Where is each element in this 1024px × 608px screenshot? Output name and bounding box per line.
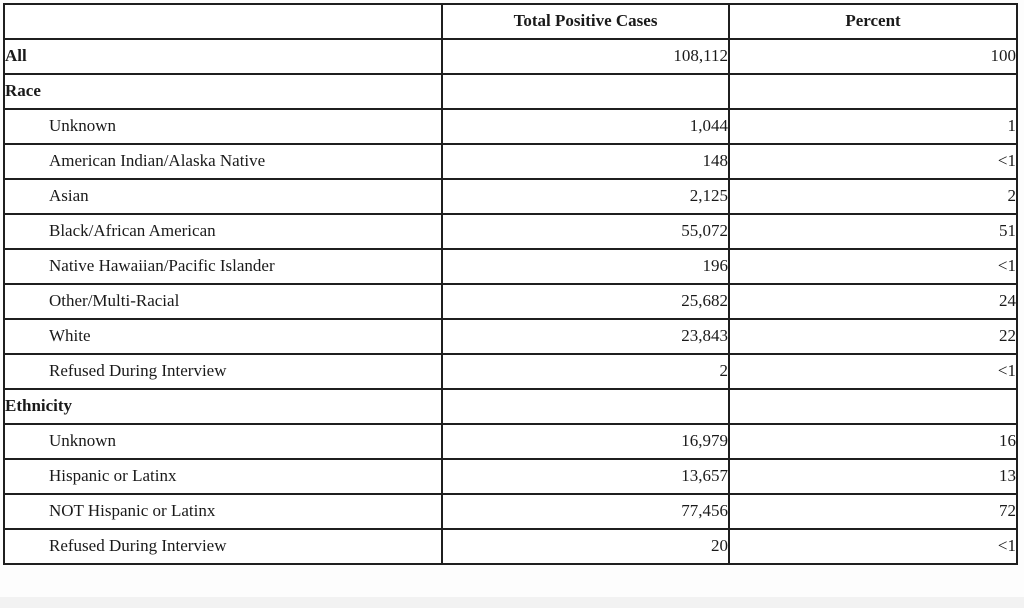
row-total-positive-cases: 55,072 xyxy=(441,213,730,250)
table-row: Other/Multi-Racial 25,682 24 xyxy=(3,283,1018,320)
row-total-positive-cases: 77,456 xyxy=(441,493,730,530)
table-row: Hispanic or Latinx 13,657 13 xyxy=(3,458,1018,495)
page-edge-strip xyxy=(0,597,1024,608)
row-percent: 2 xyxy=(728,178,1018,215)
table-row: Race xyxy=(3,73,1018,110)
row-percent xyxy=(728,73,1018,110)
row-percent xyxy=(728,388,1018,425)
row-label: Unknown xyxy=(3,108,443,145)
row-percent: <1 xyxy=(728,248,1018,285)
row-label: Other/Multi-Racial xyxy=(3,283,443,320)
row-percent: 13 xyxy=(728,458,1018,495)
row-label: NOT Hispanic or Latinx xyxy=(3,493,443,530)
table-row: Ethnicity xyxy=(3,388,1018,425)
row-percent: 100 xyxy=(728,38,1018,75)
row-total-positive-cases: 16,979 xyxy=(441,423,730,460)
column-header-percent: Percent xyxy=(728,3,1018,40)
table-row: Asian 2,125 2 xyxy=(3,178,1018,215)
table-row: Black/African American 55,072 51 xyxy=(3,213,1018,250)
row-total-positive-cases: 108,112 xyxy=(441,38,730,75)
row-percent: <1 xyxy=(728,528,1018,565)
row-total-positive-cases: 2 xyxy=(441,353,730,390)
row-percent: <1 xyxy=(728,353,1018,390)
table-row: Unknown 1,044 1 xyxy=(3,108,1018,145)
row-percent: 16 xyxy=(728,423,1018,460)
row-percent: 22 xyxy=(728,318,1018,355)
column-header-category xyxy=(3,3,443,40)
row-label: Asian xyxy=(3,178,443,215)
row-percent: 1 xyxy=(728,108,1018,145)
row-total-positive-cases: 148 xyxy=(441,143,730,180)
table-row: Refused During Interview 2 <1 xyxy=(3,353,1018,390)
table-row: Refused During Interview 20 <1 xyxy=(3,528,1018,565)
row-total-positive-cases xyxy=(441,388,730,425)
row-label: Black/African American xyxy=(3,213,443,250)
row-percent: 24 xyxy=(728,283,1018,320)
row-label: White xyxy=(3,318,443,355)
row-label: Refused During Interview xyxy=(3,528,443,565)
row-percent: 72 xyxy=(728,493,1018,530)
row-label: Hispanic or Latinx xyxy=(3,458,443,495)
table-body: All 108,112 100 Race Unknown 1,044 1 American I… xyxy=(3,38,1018,565)
row-total-positive-cases: 1,044 xyxy=(441,108,730,145)
row-label: Unknown xyxy=(3,423,443,460)
table-row: Native Hawaiian/Pacific Islander 196 <1 xyxy=(3,248,1018,285)
row-total-positive-cases: 13,657 xyxy=(441,458,730,495)
table-row: American Indian/Alaska Native 148 <1 xyxy=(3,143,1018,180)
row-label: All xyxy=(3,38,443,75)
row-total-positive-cases: 25,682 xyxy=(441,283,730,320)
row-total-positive-cases: 196 xyxy=(441,248,730,285)
row-total-positive-cases: 20 xyxy=(441,528,730,565)
table-row: White 23,843 22 xyxy=(3,318,1018,355)
row-total-positive-cases: 2,125 xyxy=(441,178,730,215)
row-label: Race xyxy=(3,73,443,110)
row-label: Ethnicity xyxy=(3,388,443,425)
row-percent: <1 xyxy=(728,143,1018,180)
table-row: All 108,112 100 xyxy=(3,38,1018,75)
row-label: Native Hawaiian/Pacific Islander xyxy=(3,248,443,285)
column-header-total-positive-cases: Total Positive Cases xyxy=(441,3,730,40)
row-total-positive-cases: 23,843 xyxy=(441,318,730,355)
row-label: Refused During Interview xyxy=(3,353,443,390)
table-row: Unknown 16,979 16 xyxy=(3,423,1018,460)
positive-cases-table: Total Positive Cases Percent All 108,112 1… xyxy=(3,3,1018,565)
row-total-positive-cases xyxy=(441,73,730,110)
row-percent: 51 xyxy=(728,213,1018,250)
table-row: NOT Hispanic or Latinx 77,456 72 xyxy=(3,493,1018,530)
header-row: Total Positive Cases Percent xyxy=(3,3,1018,40)
row-label: American Indian/Alaska Native xyxy=(3,143,443,180)
